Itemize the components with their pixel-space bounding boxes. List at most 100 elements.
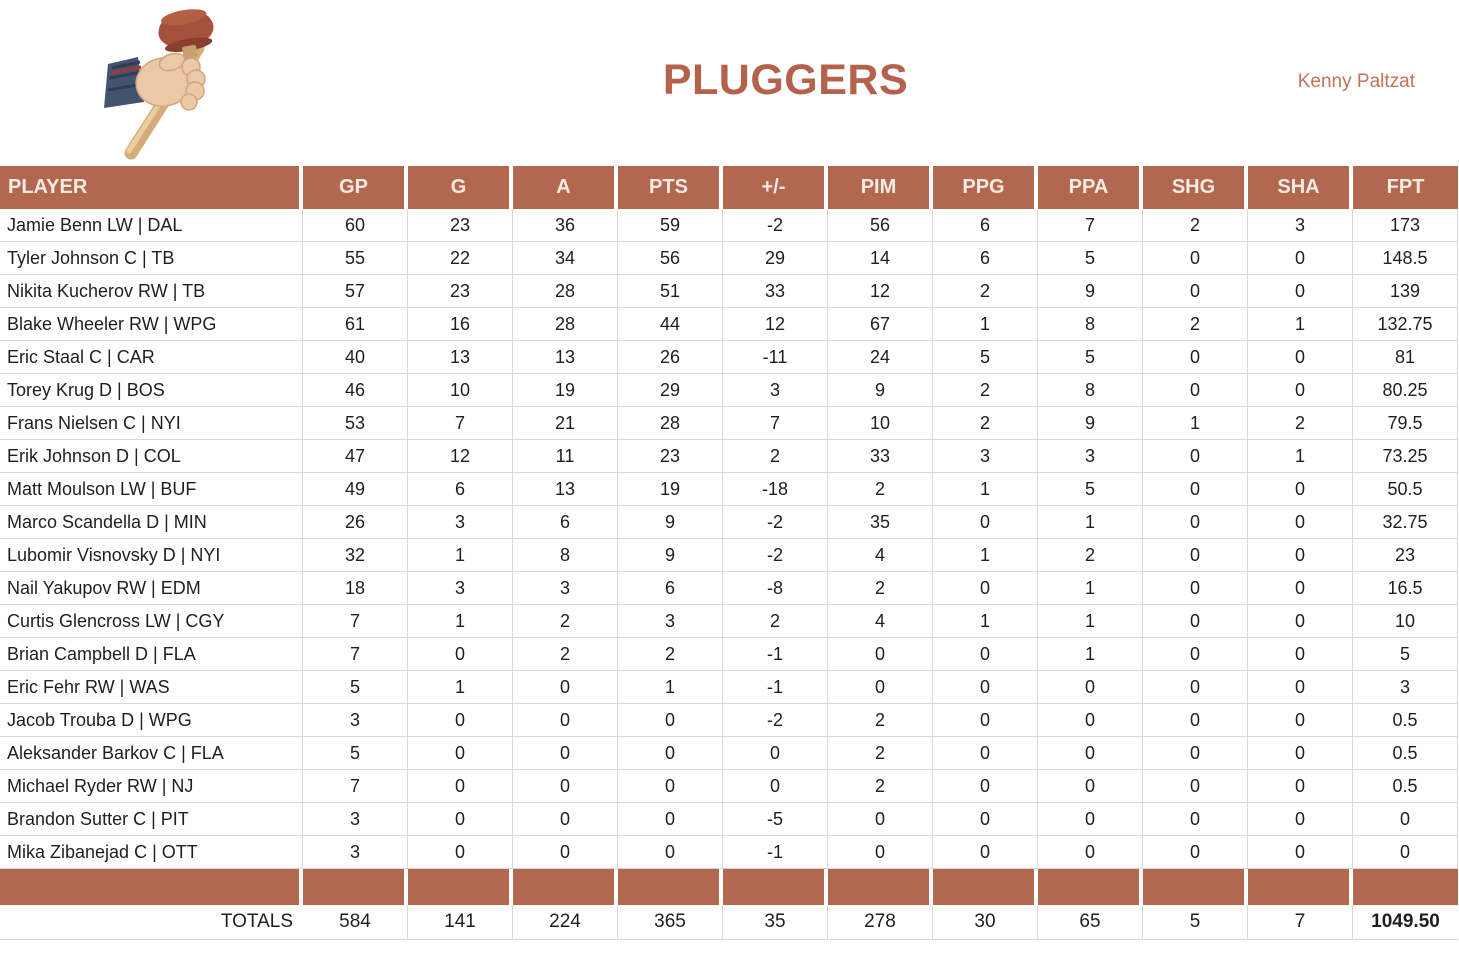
stat-cell-gp: 40: [303, 341, 408, 374]
stat-cell-fpt: 32.75: [1353, 506, 1458, 539]
stat-cell-a: 8: [513, 539, 618, 572]
stat-cell-sha: 0: [1248, 242, 1353, 275]
stat-cell-sha: 0: [1248, 638, 1353, 671]
stat-cell-fpt: 139: [1353, 275, 1458, 308]
player-name-cell: Frans Nielsen C | NYI: [0, 407, 303, 440]
stat-cell-g: 13: [408, 341, 513, 374]
stat-cell-ppg: 0: [933, 638, 1038, 671]
stat-cell-g: 23: [408, 275, 513, 308]
totals-cell-ppa: 65: [1038, 905, 1143, 940]
stat-cell-plusminus: 3: [723, 374, 828, 407]
stat-cell-ppa: 9: [1038, 275, 1143, 308]
stat-cell-shg: 0: [1143, 374, 1248, 407]
stat-cell-g: 22: [408, 242, 513, 275]
stat-cell-ppa: 5: [1038, 341, 1143, 374]
stat-cell-ppa: 0: [1038, 770, 1143, 803]
player-name-cell: Marco Scandella D | MIN: [0, 506, 303, 539]
stat-cell-ppa: 7: [1038, 209, 1143, 242]
stat-cell-ppa: 0: [1038, 737, 1143, 770]
stat-cell-gp: 7: [303, 638, 408, 671]
player-name-cell: Nail Yakupov RW | EDM: [0, 572, 303, 605]
stat-cell-pim: 4: [828, 539, 933, 572]
stat-cell-plusminus: -11: [723, 341, 828, 374]
totals-cell-sha: 7: [1248, 905, 1353, 940]
stat-cell-pim: 2: [828, 572, 933, 605]
stat-cell-g: 0: [408, 638, 513, 671]
stat-cell-sha: 1: [1248, 440, 1353, 473]
stat-cell-pts: 19: [618, 473, 723, 506]
stat-cell-pim: 24: [828, 341, 933, 374]
totals-cell-g: 141: [408, 905, 513, 940]
player-name-cell: Brandon Sutter C | PIT: [0, 803, 303, 836]
stat-cell-ppa: 5: [1038, 473, 1143, 506]
stat-cell-fpt: 5: [1353, 638, 1458, 671]
stat-cell-g: 10: [408, 374, 513, 407]
separator-cell: [303, 869, 408, 905]
stat-cell-sha: 0: [1248, 572, 1353, 605]
stat-cell-g: 0: [408, 737, 513, 770]
stat-cell-a: 36: [513, 209, 618, 242]
stat-cell-g: 3: [408, 572, 513, 605]
stat-cell-g: 7: [408, 407, 513, 440]
stat-cell-g: 3: [408, 506, 513, 539]
column-header-ppg: PPG: [933, 166, 1038, 209]
stat-cell-pim: 14: [828, 242, 933, 275]
stat-cell-ppa: 0: [1038, 803, 1143, 836]
stat-cell-sha: 0: [1248, 374, 1353, 407]
stat-cell-ppg: 0: [933, 572, 1038, 605]
stat-cell-gp: 46: [303, 374, 408, 407]
stat-cell-g: 0: [408, 836, 513, 869]
stat-cell-fpt: 148.5: [1353, 242, 1458, 275]
stat-cell-ppa: 3: [1038, 440, 1143, 473]
stat-cell-shg: 2: [1143, 308, 1248, 341]
stat-cell-fpt: 0: [1353, 836, 1458, 869]
stat-cell-pts: 59: [618, 209, 723, 242]
column-header-a: A: [513, 166, 618, 209]
player-name-cell: Aleksander Barkov C | FLA: [0, 737, 303, 770]
stat-cell-a: 13: [513, 473, 618, 506]
stat-cell-fpt: 80.25: [1353, 374, 1458, 407]
stat-cell-fpt: 79.5: [1353, 407, 1458, 440]
stat-cell-ppg: 2: [933, 374, 1038, 407]
stat-cell-gp: 32: [303, 539, 408, 572]
stat-cell-a: 0: [513, 803, 618, 836]
stat-cell-ppa: 9: [1038, 407, 1143, 440]
stat-cell-shg: 0: [1143, 638, 1248, 671]
stat-cell-g: 0: [408, 704, 513, 737]
stat-cell-a: 21: [513, 407, 618, 440]
player-name-cell: Eric Fehr RW | WAS: [0, 671, 303, 704]
stat-cell-g: 1: [408, 539, 513, 572]
stat-cell-plusminus: 29: [723, 242, 828, 275]
stat-cell-ppg: 2: [933, 407, 1038, 440]
stat-cell-pts: 2: [618, 638, 723, 671]
separator-cell: [933, 869, 1038, 905]
stat-cell-ppg: 0: [933, 737, 1038, 770]
stat-cell-pts: 0: [618, 803, 723, 836]
stat-cell-pim: 2: [828, 770, 933, 803]
stat-cell-sha: 1: [1248, 308, 1353, 341]
stat-cell-ppg: 1: [933, 473, 1038, 506]
stat-cell-sha: 0: [1248, 341, 1353, 374]
separator-cell: [618, 869, 723, 905]
stat-cell-ppg: 1: [933, 308, 1038, 341]
totals-cell-a: 224: [513, 905, 618, 940]
totals-cell-fpt: 1049.50: [1353, 905, 1458, 940]
plunger-logo: [98, 2, 228, 160]
separator-cell: [828, 869, 933, 905]
stat-cell-shg: 0: [1143, 572, 1248, 605]
separator-cell: [0, 869, 303, 905]
stat-cell-ppg: 6: [933, 209, 1038, 242]
column-header-sha: SHA: [1248, 166, 1353, 209]
stat-cell-gp: 18: [303, 572, 408, 605]
player-name-cell: Jamie Benn LW | DAL: [0, 209, 303, 242]
stat-cell-gp: 57: [303, 275, 408, 308]
stat-cell-plusminus: -2: [723, 209, 828, 242]
stat-cell-fpt: 73.25: [1353, 440, 1458, 473]
totals-cell-plusminus: 35: [723, 905, 828, 940]
stat-cell-plusminus: -1: [723, 671, 828, 704]
stat-cell-plusminus: -1: [723, 836, 828, 869]
stat-cell-pim: 10: [828, 407, 933, 440]
stat-cell-shg: 2: [1143, 209, 1248, 242]
stat-cell-ppg: 3: [933, 440, 1038, 473]
stats-table: PLAYER GP G A PTS +/- PIM PPG PPA SHG SHA FPT Jamie …: [0, 166, 1458, 940]
